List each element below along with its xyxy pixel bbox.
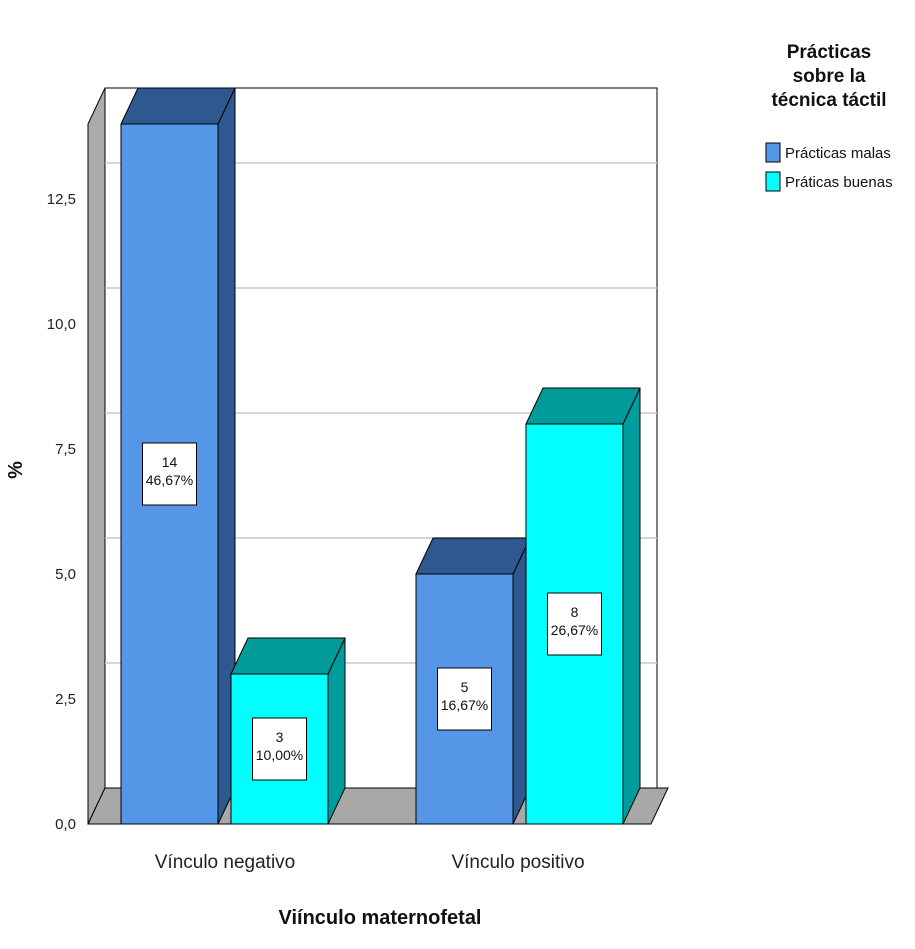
bar-top bbox=[120, 87, 236, 125]
bar-top bbox=[230, 637, 346, 675]
data-label-percent: 16,67% bbox=[441, 697, 488, 713]
data-label-count: 3 bbox=[276, 729, 284, 745]
legend-swatch bbox=[765, 171, 781, 192]
data-label-count: 14 bbox=[162, 454, 178, 470]
legend-title-line: Prácticas bbox=[787, 42, 872, 63]
bar-top bbox=[525, 387, 641, 425]
y-tick-label: 10,0 bbox=[47, 316, 76, 333]
legend-label: Prácticas malas bbox=[785, 145, 891, 162]
data-label-box bbox=[252, 717, 307, 781]
y-axis-title: % bbox=[5, 461, 27, 479]
x-axis-categories: Vínculo negativo Vínculo positivo bbox=[155, 852, 585, 873]
bars: 14 46,67% 3 10,00% 5 16,67% 8 26,67% bbox=[120, 87, 641, 825]
y-tick-label: 7,5 bbox=[55, 441, 76, 458]
y-tick-label: 5,0 bbox=[55, 566, 76, 583]
x-axis-title: Viínculo maternofetal bbox=[278, 907, 481, 929]
legend-title-line: sobre la bbox=[793, 66, 866, 87]
data-label-percent: 10,00% bbox=[256, 747, 303, 763]
y-tick-label: 0,0 bbox=[55, 816, 76, 833]
bar-side bbox=[622, 387, 641, 825]
bar-practicas-malas-negativo: 14 46,67% bbox=[120, 87, 236, 825]
legend: Prácticas sobre la técnica táctil Prácticas… bbox=[765, 42, 893, 192]
legend-label: Práticas buenas bbox=[785, 174, 893, 191]
data-label-percent: 26,67% bbox=[551, 622, 598, 638]
data-label-count: 8 bbox=[571, 604, 579, 620]
x-tick-label: Vínculo negativo bbox=[155, 852, 296, 873]
bar-practicas-malas-positivo: 5 16,67% bbox=[415, 537, 531, 825]
left-wall bbox=[87, 87, 106, 825]
data-label-percent: 46,67% bbox=[146, 472, 193, 488]
y-tick-label: 2,5 bbox=[55, 691, 76, 708]
y-tick-label: 12,5 bbox=[47, 191, 76, 208]
x-tick-label: Vínculo positivo bbox=[451, 852, 584, 873]
legend-swatch bbox=[765, 142, 781, 163]
data-label-box bbox=[437, 667, 492, 731]
data-label-box bbox=[142, 442, 197, 506]
bar-top bbox=[415, 537, 531, 575]
data-label-count: 5 bbox=[461, 679, 469, 695]
legend-title-line: técnica táctil bbox=[771, 90, 886, 111]
data-label-box bbox=[547, 592, 602, 656]
y-axis-ticks: 0,0 2,5 5,0 7,5 10,0 12,5 bbox=[47, 191, 76, 833]
bar-praticas-buenas-negativo: 3 10,00% bbox=[230, 637, 346, 825]
bar-praticas-buenas-positivo: 8 26,67% bbox=[525, 387, 641, 825]
